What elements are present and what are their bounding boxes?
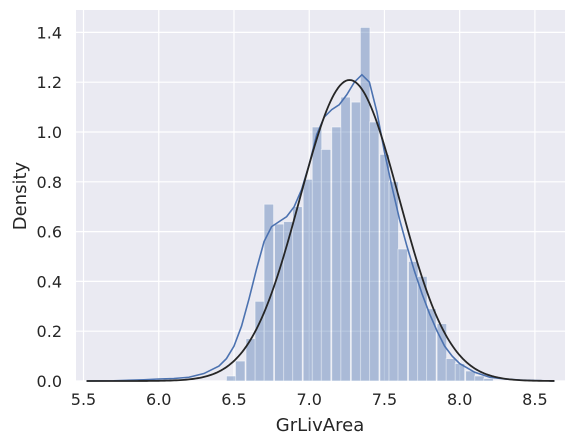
x-tick-labels: 5.5 6.0 6.5 7.0 7.5 8.0 8.5 (71, 390, 548, 409)
histogram-bar (340, 96, 351, 382)
y-tick-labels: 0.0 0.2 0.4 0.6 0.8 1.0 1.2 1.4 (37, 23, 62, 391)
x-tick-label: 5.5 (71, 390, 96, 409)
y-axis-title: Density (10, 161, 31, 230)
histogram-bar (311, 126, 323, 382)
histogram-bar (226, 375, 237, 382)
histogram-bars (226, 27, 494, 382)
histogram-bar (379, 154, 390, 382)
y-tick-label: 1.4 (37, 23, 62, 42)
histogram-bar (274, 223, 285, 382)
histogram-bar (331, 126, 342, 382)
kde-line (86, 73, 555, 382)
y-tick-label: 0.0 (37, 372, 62, 391)
histogram-bar (302, 178, 314, 382)
y-tick-label: 0.6 (37, 223, 62, 242)
x-tick-label: 7.0 (296, 390, 321, 409)
y-tick-label: 0.8 (37, 173, 62, 192)
histogram-bar (235, 360, 246, 382)
histogram-bar (263, 203, 275, 382)
y-tick-label: 0.2 (37, 322, 62, 341)
x-tick-label: 8.5 (522, 390, 547, 409)
histogram-bar (368, 121, 380, 382)
y-tick-label: 0.4 (37, 272, 62, 291)
histogram-bar (350, 101, 362, 382)
plot-area (76, 10, 565, 381)
x-tick-label: 7.5 (372, 390, 397, 409)
histogram-bar (320, 149, 332, 382)
histogram-bar (483, 378, 494, 382)
histogram-bar (359, 27, 371, 382)
x-tick-label: 8.0 (447, 390, 472, 409)
histogram-bar (436, 323, 448, 382)
y-tick-label: 1.2 (37, 73, 62, 92)
x-axis-title: GrLivArea (276, 415, 364, 436)
histogram-bar (254, 300, 265, 382)
histogram-bar (292, 206, 303, 382)
histogram-bar (474, 375, 485, 382)
histogram-bar (388, 181, 399, 382)
histogram-bar (283, 221, 294, 382)
y-tick-label: 1.0 (37, 123, 62, 142)
histogram-bar (397, 248, 408, 382)
x-tick-label: 6.5 (221, 390, 246, 409)
histogram-bar (408, 261, 419, 382)
histogram-bar (445, 358, 457, 382)
x-tick-label: 6.0 (146, 390, 171, 409)
normal-fit-line (86, 79, 555, 382)
histogram-bar (426, 308, 437, 382)
